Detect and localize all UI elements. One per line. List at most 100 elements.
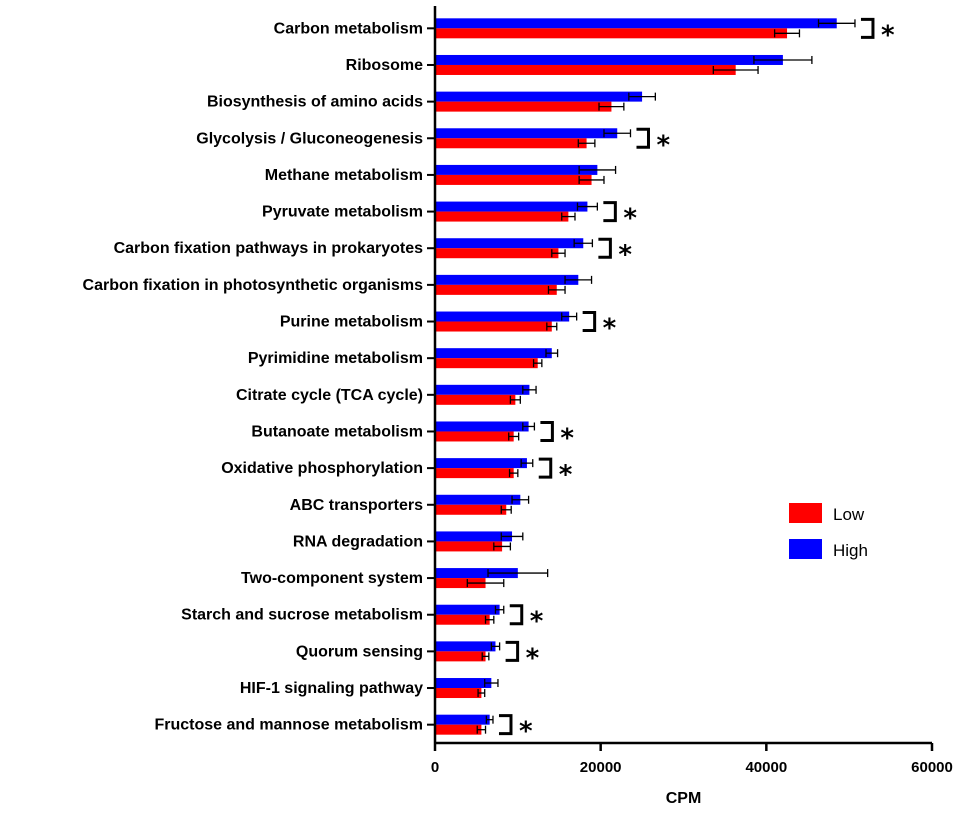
x-tick-label: 0 [431, 759, 439, 776]
category-label: Two-component system [241, 570, 423, 587]
category-label: Carbon metabolism [274, 20, 423, 37]
error-bar-high [603, 129, 632, 138]
error-bar-low [546, 322, 558, 331]
x-tick-label: 60000 [911, 759, 953, 776]
legend: Low High [789, 503, 868, 560]
bar-low [435, 284, 557, 295]
category-label: Fructose and mannose metabolism [154, 717, 423, 734]
bar-low [435, 248, 559, 259]
bar-low [435, 468, 514, 479]
error-bar-low [532, 359, 543, 368]
error-bar-high [487, 569, 549, 578]
category-label: Butanoate metabolism [251, 423, 423, 440]
error-bar-high [500, 532, 524, 541]
category-label: Oxidative phosphorylation [221, 460, 423, 477]
category-label: Biosynthesis of amino acids [207, 94, 423, 111]
error-bar-high [545, 349, 559, 358]
category-label: ABC transporters [290, 497, 423, 514]
error-bar-high [628, 92, 656, 101]
error-bar-low [578, 175, 605, 184]
error-bar-low [547, 285, 566, 294]
significance-bracket [509, 604, 524, 626]
error-bar-low [477, 689, 486, 698]
error-bar-high [490, 642, 501, 651]
bar-low [435, 724, 482, 735]
category-label: Pyruvate metabolism [262, 204, 423, 221]
x-tick-label: 40000 [745, 759, 787, 776]
category-label: Methane metabolism [265, 167, 423, 184]
error-bar-low [508, 469, 519, 478]
bar-high [435, 128, 618, 139]
significance-bracket [636, 127, 650, 149]
bar-high [435, 604, 500, 615]
significance-star: * [603, 314, 617, 344]
bar-high [435, 714, 490, 725]
bar-low [435, 504, 507, 515]
error-bar-high [561, 312, 578, 321]
bar-high [435, 641, 496, 652]
error-bar-low [577, 139, 596, 148]
bar-low [435, 101, 612, 112]
bar-high [435, 54, 783, 65]
error-bar-high [573, 239, 594, 248]
significance-bracket [540, 420, 554, 442]
category-label: Purine metabolism [280, 314, 423, 331]
bar-low [435, 28, 788, 39]
significance-star: * [656, 130, 670, 160]
category-label: Carbon fixation pathways in prokaryotes [114, 240, 424, 257]
error-bar-low [508, 432, 520, 441]
bar-high [435, 384, 530, 395]
category-label: RNA degradation [293, 533, 423, 550]
legend-swatch-low [789, 503, 822, 523]
error-bar-high [522, 422, 536, 431]
error-bars-layer [466, 19, 856, 734]
axes-layer: Carbon metabolism Ribosome Biosynthesis of… [83, 6, 953, 776]
bar-high [435, 458, 527, 469]
bar-high [435, 201, 588, 212]
bar-low [435, 138, 587, 149]
bar-low [435, 431, 514, 442]
error-bar-low [481, 652, 490, 661]
bar-low [435, 174, 592, 185]
error-bar-high [578, 165, 617, 174]
category-label: Starch and sucrose metabolism [181, 607, 423, 624]
error-bar-high [576, 202, 599, 211]
bar-high [435, 274, 579, 285]
error-bar-low [500, 505, 512, 514]
error-bar-low [476, 725, 487, 734]
legend-label-low: Low [833, 505, 865, 524]
bar-high [435, 678, 492, 689]
bar-low [435, 358, 538, 369]
bar-high [435, 421, 529, 432]
category-label: Citrate cycle (TCA cycle) [236, 387, 423, 404]
category-label: Quorum sensing [296, 643, 423, 660]
significance-star: * [560, 423, 574, 453]
significance-star: * [881, 20, 895, 50]
error-bar-high [511, 495, 530, 504]
bar-high [435, 494, 521, 505]
bar-low [435, 651, 486, 662]
error-bar-low [509, 395, 521, 404]
category-label: Carbon fixation in photosynthetic organi… [83, 277, 424, 294]
error-bar-high [484, 679, 499, 688]
significance-annotations: * * * * * * * * * * [498, 17, 895, 747]
bar-high [435, 18, 837, 29]
bar-low [435, 578, 486, 589]
category-label: Glycolysis / Gluconeogenesis [196, 130, 423, 147]
bar-low [435, 614, 490, 625]
significance-bracket [860, 17, 875, 39]
error-bar-high [564, 275, 593, 284]
legend-label-high: High [833, 541, 868, 560]
category-label: Pyrimidine metabolism [248, 350, 423, 367]
significance-bracket [582, 311, 597, 333]
bar-low [435, 541, 503, 552]
legend-swatch-high [789, 539, 822, 559]
bar-low [435, 211, 569, 222]
error-bar-low [484, 615, 495, 624]
error-bar-low [598, 102, 625, 111]
bar-high [435, 164, 598, 175]
bar-low [435, 64, 736, 75]
significance-bracket [538, 457, 553, 479]
significance-star: * [618, 240, 632, 270]
